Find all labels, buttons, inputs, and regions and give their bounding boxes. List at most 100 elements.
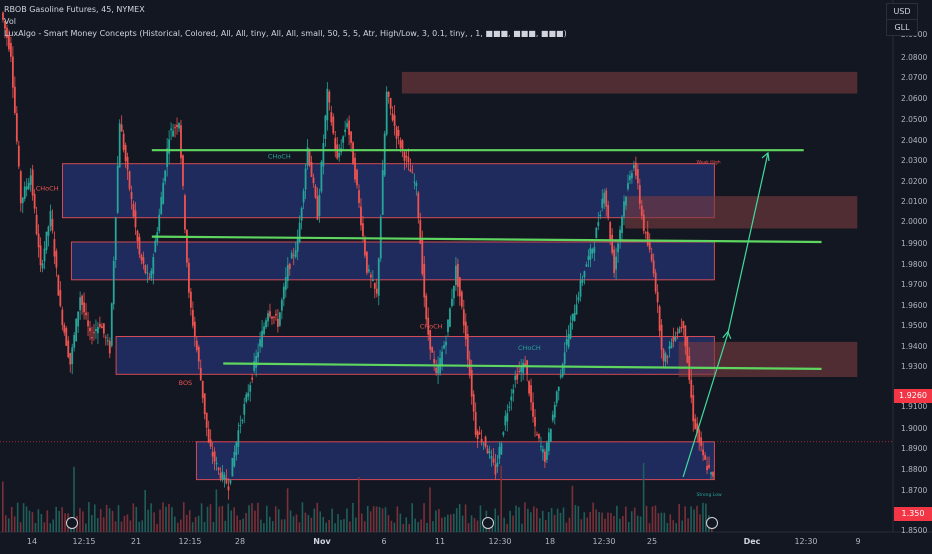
- x-tick-label: 6: [381, 537, 386, 546]
- volume-bar: [604, 518, 606, 532]
- volume-bar: [174, 516, 176, 532]
- candle-body: [583, 271, 586, 278]
- candle-body: [215, 462, 218, 465]
- candle-body: [273, 316, 275, 318]
- candle-body: [455, 265, 457, 285]
- candle-body: [195, 340, 198, 351]
- candle-body: [358, 190, 360, 203]
- candle-body: [310, 162, 313, 177]
- candle-body: [166, 148, 169, 168]
- candle-body: [296, 238, 299, 252]
- volume-bar: [441, 517, 443, 532]
- volume-bar: [123, 515, 126, 532]
- candle-body: [453, 285, 455, 299]
- y-tick-label: 2.0500: [901, 115, 927, 124]
- candle-body: [417, 192, 420, 219]
- candle-body: [706, 465, 708, 471]
- x-tick-label: 18: [545, 537, 555, 546]
- volume-bar: [328, 519, 330, 532]
- volume-bar: [568, 517, 571, 532]
- candle-body: [567, 333, 570, 348]
- candle-body: [43, 248, 46, 262]
- candle-body: [373, 282, 376, 289]
- volume-bar: [346, 508, 348, 532]
- candle-body: [658, 306, 661, 331]
- candle-body: [290, 252, 293, 259]
- candle-body: [538, 434, 540, 439]
- volume-bar: [236, 515, 238, 532]
- volume-bar: [592, 502, 594, 532]
- volume-bar: [16, 502, 19, 532]
- volume-bar: [562, 507, 565, 532]
- volume-bar: [316, 502, 319, 532]
- volume-bar: [85, 523, 87, 532]
- candle-body: [603, 192, 606, 204]
- x-tick-label: Nov: [313, 537, 331, 546]
- candle-body: [502, 432, 505, 435]
- candle-body: [367, 269, 370, 272]
- volume-bar: [358, 477, 360, 532]
- candle-body: [128, 171, 131, 189]
- volume-bar: [162, 502, 164, 532]
- candle-body: [227, 486, 230, 491]
- volume-bar: [461, 515, 464, 532]
- volume-bar: [343, 519, 345, 532]
- trendline-1: [151, 235, 822, 244]
- volume-bar: [159, 509, 161, 532]
- candle-body: [557, 386, 560, 391]
- candle-body: [288, 263, 291, 269]
- candle-body: [134, 210, 137, 228]
- volume-bar: [595, 509, 597, 532]
- candle-body: [648, 242, 651, 250]
- volume-bar: [257, 502, 259, 532]
- candle-body: [233, 451, 236, 467]
- unit-button[interactable]: GLL: [886, 19, 918, 36]
- candle-body: [19, 171, 22, 204]
- volume-bar: [58, 510, 60, 532]
- volume-bar: [512, 515, 514, 532]
- candle-body: [69, 352, 72, 365]
- candle-body: [10, 43, 12, 57]
- currency-button[interactable]: USD: [886, 3, 918, 20]
- candle-body: [188, 262, 190, 293]
- volume-bar: [108, 508, 111, 532]
- candle-body: [472, 394, 475, 412]
- volume-bar: [660, 512, 663, 532]
- volume-bar: [218, 506, 221, 532]
- candle-body: [656, 291, 659, 303]
- volume-bar: [642, 462, 645, 532]
- candle-body: [581, 279, 584, 283]
- candle-body: [526, 360, 528, 375]
- volume-bar: [651, 506, 654, 532]
- y-tick-label: 1.8900: [901, 444, 927, 453]
- candle-body: [186, 229, 188, 263]
- volume-bar: [73, 466, 75, 532]
- candle-body: [116, 165, 119, 213]
- volume-bar: [93, 504, 96, 532]
- candle-body: [510, 396, 513, 401]
- candle-body: [704, 455, 706, 460]
- candle-body: [189, 291, 192, 308]
- volume-bar: [702, 502, 704, 532]
- candle-body: [544, 451, 546, 462]
- candle-body: [488, 451, 491, 454]
- volume-bar: [565, 522, 568, 532]
- volume-bar: [96, 518, 99, 532]
- volume-bar: [630, 511, 633, 532]
- candle-body: [360, 206, 362, 226]
- volume-bar: [150, 503, 152, 532]
- volume-bar: [138, 521, 141, 532]
- candle-body: [79, 297, 82, 311]
- candle-body: [433, 358, 436, 364]
- candle-body: [219, 472, 222, 479]
- volume-bar: [203, 521, 206, 532]
- x-tick-label: 12:15: [178, 537, 201, 546]
- candle-body: [375, 288, 378, 294]
- candle-body: [686, 336, 689, 363]
- x-tick-label: 12:30: [592, 537, 615, 546]
- volume-bar: [435, 510, 437, 532]
- y-tick-label: 1.9800: [901, 260, 927, 269]
- candle-body: [21, 197, 24, 204]
